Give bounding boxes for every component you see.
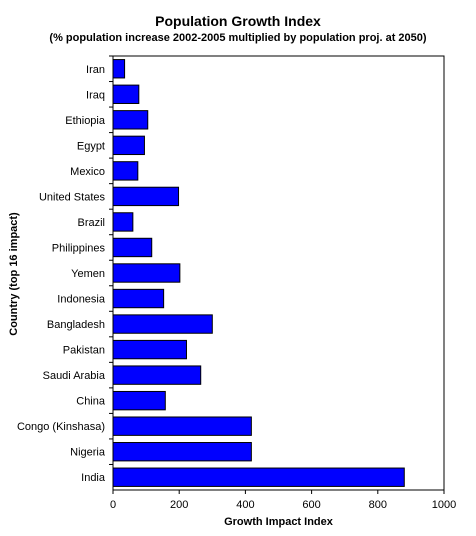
category-label: Saudi Arabia bbox=[43, 370, 106, 382]
bar-india bbox=[112, 467, 405, 487]
category-label: China bbox=[76, 396, 106, 408]
category-label: Nigeria bbox=[70, 447, 106, 459]
category-labels-group: Iran Iraq Ethiopia Egypt Mexico United States… bbox=[17, 55, 113, 484]
chart-title: Population Growth Index bbox=[155, 13, 321, 29]
category-label: Ethiopia bbox=[65, 115, 106, 127]
category-label: Indonesia bbox=[57, 294, 106, 306]
x-tick-label: 0 bbox=[110, 499, 116, 511]
category-label: Bangladesh bbox=[47, 319, 105, 331]
x-tick-label: 1000 bbox=[432, 499, 456, 511]
category-label: Egypt bbox=[77, 140, 105, 152]
bar-pakistan bbox=[112, 339, 187, 360]
category-label: Iran bbox=[86, 64, 105, 76]
bar-united-states bbox=[112, 186, 180, 207]
category-label: Mexico bbox=[70, 166, 105, 178]
bar-iraq bbox=[112, 84, 140, 104]
category-label: Congo (Kinshasa) bbox=[17, 421, 105, 433]
x-axis-label: Growth Impact Index bbox=[224, 516, 333, 528]
x-ticks-group: 0 200 400 600 800 1000 bbox=[110, 490, 456, 511]
bar-saudi-arabia bbox=[112, 365, 202, 385]
x-tick-label: 200 bbox=[170, 499, 188, 511]
bar-mexico bbox=[112, 161, 139, 181]
category-label: Philippines bbox=[52, 242, 106, 254]
bar-yemen bbox=[112, 263, 181, 283]
bar-brazil bbox=[112, 212, 134, 232]
category-label: Iraq bbox=[86, 89, 105, 101]
bar-congo-kinshasa bbox=[112, 416, 252, 436]
chart-subtitle: (% population increase 2002-2005 multipl… bbox=[49, 32, 427, 44]
x-tick-label: 600 bbox=[302, 499, 320, 511]
bar-ethiopia bbox=[112, 110, 149, 130]
bar-egypt bbox=[112, 135, 145, 156]
bar-china bbox=[112, 390, 166, 411]
category-label: United States bbox=[39, 191, 106, 203]
bar-iran bbox=[112, 59, 126, 79]
bar-nigeria bbox=[112, 442, 252, 462]
x-tick-label: 400 bbox=[236, 499, 254, 511]
category-label: Brazil bbox=[77, 217, 105, 229]
category-label: Pakistan bbox=[63, 345, 105, 357]
category-label: Yemen bbox=[71, 268, 105, 280]
bars-group bbox=[112, 59, 405, 487]
category-label: India bbox=[81, 472, 106, 484]
bar-philippines bbox=[112, 237, 153, 258]
bar-bangladesh bbox=[112, 314, 213, 334]
bar-indonesia bbox=[112, 288, 165, 309]
x-tick-label: 800 bbox=[369, 499, 387, 511]
